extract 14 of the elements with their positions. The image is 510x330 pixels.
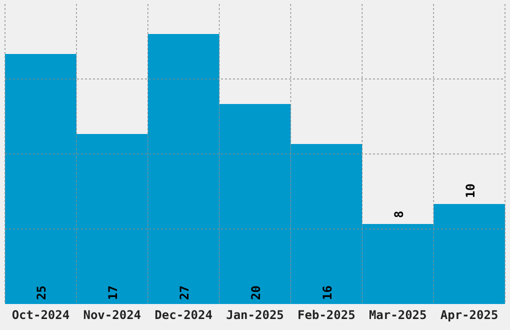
x-tick-label: Mar-2025	[368, 308, 427, 322]
x-tick-label: Nov-2024	[83, 308, 142, 322]
x-tick-label: Apr-2025	[440, 308, 498, 322]
data-label: 25	[34, 286, 49, 300]
data-label: 10	[463, 184, 478, 198]
x-tick-label: Feb-2025	[298, 308, 356, 322]
data-label: 27	[178, 286, 192, 300]
data-label: 16	[320, 286, 334, 300]
x-tick-label: Dec-2024	[154, 308, 212, 322]
data-label: 8	[392, 210, 406, 218]
x-tick-label: Oct-2024	[12, 308, 70, 322]
data-label: 20	[249, 286, 263, 300]
data-label: 17	[106, 286, 120, 300]
x-tick-label: Jan-2025	[226, 308, 284, 322]
